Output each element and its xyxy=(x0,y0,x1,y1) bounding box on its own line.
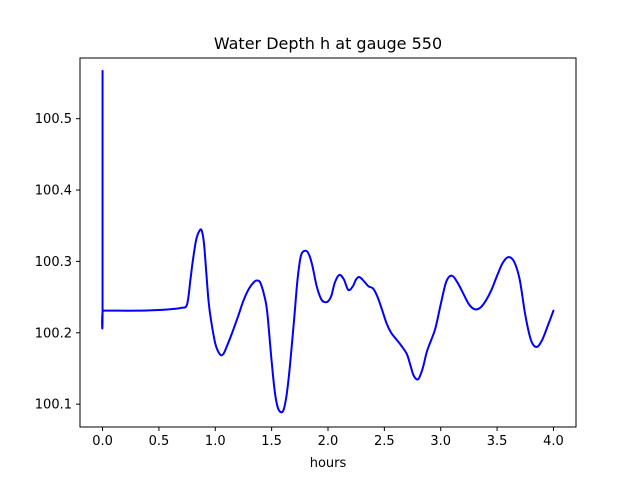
x-tick-label: 1.0 xyxy=(205,434,226,449)
x-tick-label: 4.0 xyxy=(543,434,564,449)
series-layer xyxy=(101,69,555,414)
y-tick-label: 100.4 xyxy=(35,184,72,199)
x-tick-label: 0.0 xyxy=(92,434,113,449)
x-tick-label: 3.5 xyxy=(487,434,508,449)
y-tick-label: 100.3 xyxy=(35,255,72,270)
x-tick-label: 1.5 xyxy=(261,434,282,449)
y-tick-label: 100.1 xyxy=(35,398,72,413)
y-tick-label: 100.2 xyxy=(35,326,72,341)
plot-area-frame xyxy=(79,57,577,428)
x-tick-label: 0.5 xyxy=(149,434,170,449)
x-tick-label: 3.0 xyxy=(430,434,451,449)
chart-title: Water Depth h at gauge 550 xyxy=(214,34,442,53)
y-tick-label: 100.5 xyxy=(35,112,72,127)
ticks-layer: 0.0 0.5 1.0 1.5 2.0 2.5 3.0 3.5 4.0 100.1 100.2 100… xyxy=(35,112,564,449)
x-tick-label: 2.5 xyxy=(374,434,395,449)
series-line xyxy=(101,69,555,414)
x-tick-label: 2.0 xyxy=(318,434,339,449)
x-axis-label: hours xyxy=(310,456,347,471)
